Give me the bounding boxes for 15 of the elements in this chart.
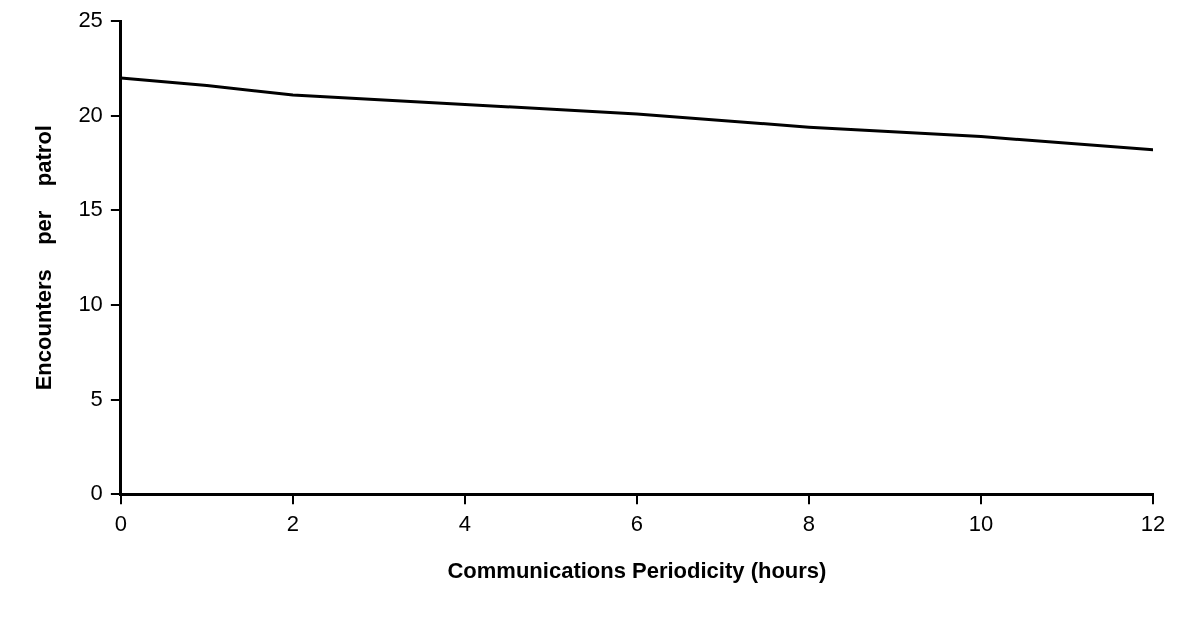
y-axis-title: Encounters per patrol bbox=[31, 125, 57, 391]
y-tick-label: 20 bbox=[78, 101, 103, 127]
y-tick-label: 15 bbox=[78, 196, 103, 222]
x-tick-label: 10 bbox=[968, 511, 994, 537]
y-tick-label: 25 bbox=[78, 7, 103, 33]
y-tick-label: 5 bbox=[90, 385, 103, 411]
y-tick-label: 0 bbox=[90, 480, 103, 506]
x-tick-label: 0 bbox=[114, 511, 127, 537]
x-tick-label: 6 bbox=[630, 511, 644, 537]
x-tick-label: 4 bbox=[458, 511, 472, 537]
x-tick-label: 8 bbox=[802, 511, 816, 537]
y-tick-label: 10 bbox=[78, 291, 103, 317]
x-axis-title: Communications Periodicity (hours) bbox=[447, 557, 827, 583]
x-tick-label: 12 bbox=[1140, 511, 1166, 537]
x-tick-label: 2 bbox=[286, 511, 300, 537]
